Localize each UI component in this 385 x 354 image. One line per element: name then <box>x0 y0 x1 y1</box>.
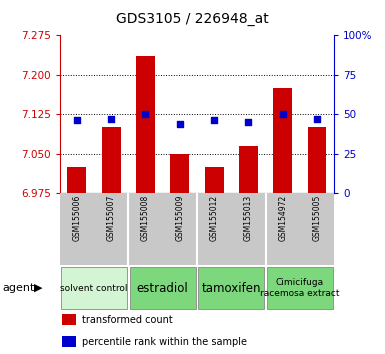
Bar <box>239 145 258 193</box>
Text: percentile rank within the sample: percentile rank within the sample <box>82 337 247 347</box>
Bar <box>170 154 189 193</box>
Text: estradiol: estradiol <box>137 281 189 295</box>
Text: transformed count: transformed count <box>82 315 172 325</box>
Point <box>74 118 80 123</box>
Point <box>211 118 217 123</box>
Bar <box>205 167 224 193</box>
Bar <box>102 127 121 193</box>
Point <box>280 111 286 117</box>
Bar <box>136 56 155 193</box>
Point <box>314 116 320 122</box>
Text: GSM155013: GSM155013 <box>244 195 253 241</box>
Text: tamoxifen: tamoxifen <box>201 281 261 295</box>
Bar <box>67 167 86 193</box>
Text: GDS3105 / 226948_at: GDS3105 / 226948_at <box>116 12 269 27</box>
Bar <box>267 267 333 309</box>
Bar <box>62 314 76 325</box>
Bar <box>273 88 292 193</box>
Text: GSM155006: GSM155006 <box>72 195 81 241</box>
Bar <box>130 267 196 309</box>
Bar <box>308 127 326 193</box>
Text: GSM155007: GSM155007 <box>107 195 116 241</box>
Text: GSM155008: GSM155008 <box>141 195 150 241</box>
Text: Cimicifuga
racemosa extract: Cimicifuga racemosa extract <box>260 278 340 298</box>
Text: GSM155005: GSM155005 <box>313 195 321 241</box>
Point <box>245 119 251 125</box>
Text: GSM155009: GSM155009 <box>175 195 184 241</box>
Bar <box>61 267 127 309</box>
Text: GSM155012: GSM155012 <box>209 195 219 241</box>
Bar <box>62 336 76 347</box>
Point <box>108 116 114 122</box>
Text: solvent control: solvent control <box>60 284 128 293</box>
Text: GSM154972: GSM154972 <box>278 195 287 241</box>
Point <box>142 111 149 117</box>
Bar <box>198 267 264 309</box>
Text: agent: agent <box>2 283 34 293</box>
Point <box>177 121 183 126</box>
Text: ▶: ▶ <box>34 283 42 293</box>
